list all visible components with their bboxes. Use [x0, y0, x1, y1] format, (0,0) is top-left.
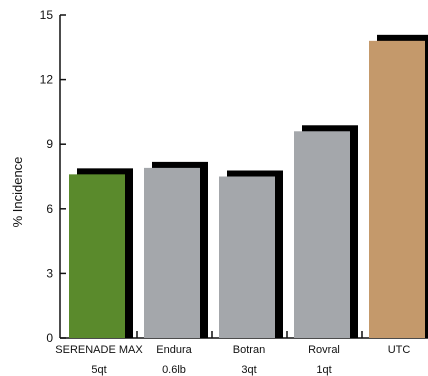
bar — [219, 176, 275, 338]
category-label: 3qt — [241, 364, 256, 376]
y-tick-label: 3 — [46, 266, 53, 280]
category-label: Endura — [156, 344, 192, 356]
y-axis-title: % Incidence — [10, 157, 25, 228]
bar-group — [294, 125, 358, 338]
bar-group — [69, 168, 133, 338]
bar-group — [369, 34, 428, 339]
category-label: Botran — [233, 344, 265, 356]
bar — [144, 167, 200, 338]
bar-group — [219, 170, 283, 338]
y-tick-label: 9 — [46, 137, 53, 151]
y-tick-label: 15 — [40, 8, 54, 22]
bar — [69, 174, 125, 338]
category-label: 1qt — [316, 364, 331, 376]
bar-group — [144, 161, 208, 338]
y-tick-label: 0 — [46, 331, 53, 345]
y-tick-label: 6 — [46, 202, 53, 216]
category-label: 0.6lb — [162, 364, 186, 376]
category-label: UTC — [388, 344, 411, 356]
bars — [69, 34, 428, 339]
category-label: Rovral — [308, 344, 340, 356]
bar — [294, 131, 350, 338]
bar — [369, 40, 425, 339]
category-label: SERENADE MAX — [55, 344, 143, 356]
y-tick-label: 12 — [40, 73, 54, 87]
category-labels: SERENADE MAX 5qt Endura 0.6lb Botran 3qt Rovra… — [55, 344, 410, 376]
category-label: 5qt — [91, 364, 106, 376]
